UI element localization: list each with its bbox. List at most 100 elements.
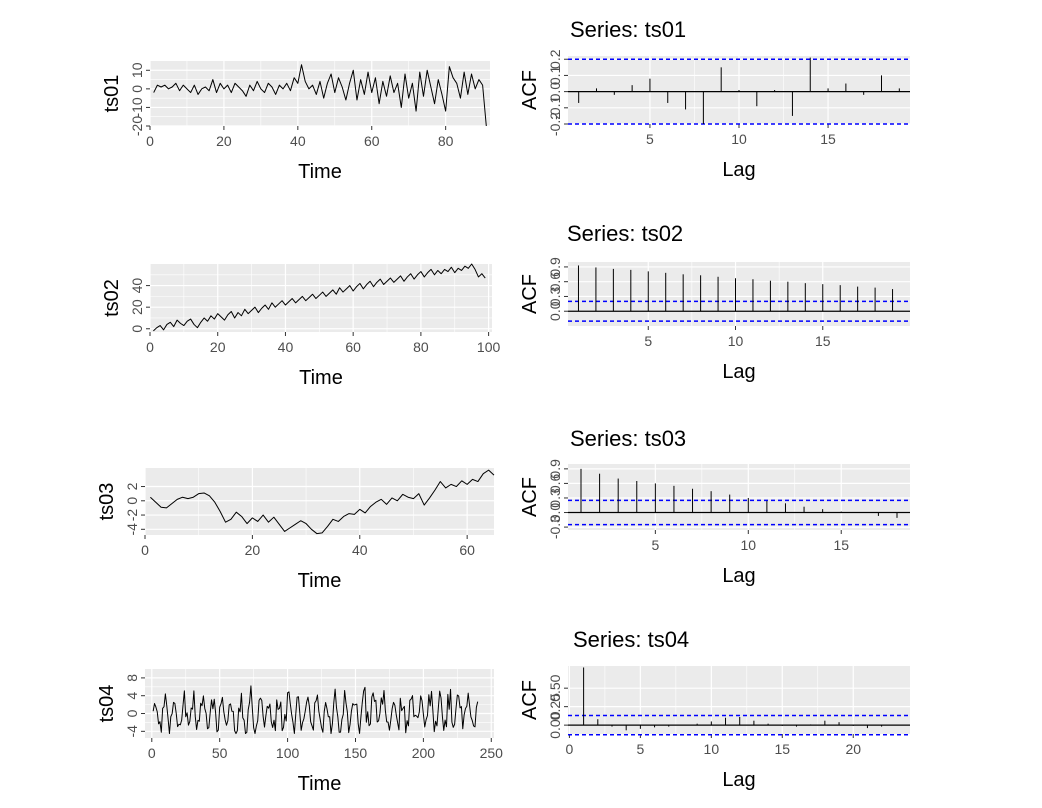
y-tick-label: -0.1 bbox=[547, 96, 563, 120]
x-axis-title: Time bbox=[298, 773, 342, 795]
x-tick-label: 40 bbox=[352, 542, 368, 558]
y-tick-label: -4 bbox=[124, 725, 140, 738]
x-axis-title: Lag bbox=[722, 361, 755, 383]
y-tick-label: -0.3 bbox=[547, 515, 563, 539]
x-axis-title: Lag bbox=[722, 565, 755, 587]
y-axis-title: ACF bbox=[519, 70, 541, 110]
x-tick-label: 15 bbox=[833, 537, 849, 553]
x-tick-label: 5 bbox=[651, 537, 659, 553]
x-tick-label: 60 bbox=[459, 542, 475, 558]
x-tick-label: 15 bbox=[820, 131, 836, 147]
x-tick-label: 200 bbox=[412, 745, 436, 761]
panel-background bbox=[568, 262, 910, 326]
x-tick-label: 60 bbox=[345, 339, 361, 355]
series-line-ts02 bbox=[153, 263, 486, 332]
y-tick-label: -20 bbox=[129, 116, 145, 136]
x-tick-label: 40 bbox=[278, 339, 294, 355]
y-axis-title: ACF bbox=[519, 477, 541, 517]
x-tick-label: 100 bbox=[477, 339, 501, 355]
x-tick-label: 50 bbox=[212, 745, 228, 761]
y-tick-label: 0 bbox=[124, 709, 140, 717]
y-tick-label: 0.0 bbox=[547, 503, 563, 523]
panel-2: 5 10 15 -0.2-0.10.00.10.2 Lag ACF Series: ts01 bbox=[519, 17, 910, 181]
x-tick-label: 250 bbox=[480, 745, 504, 761]
y-axis-title: ts03 bbox=[96, 483, 118, 521]
y-tick-label: -0.2 bbox=[547, 112, 563, 136]
x-tick-label: 15 bbox=[815, 333, 831, 349]
plot-title: Series: ts01 bbox=[570, 17, 686, 42]
x-tick-label: 150 bbox=[344, 745, 368, 761]
y-tick-label: 8 bbox=[124, 674, 140, 682]
y-tick-label: 20 bbox=[129, 299, 145, 315]
panel-background bbox=[145, 468, 494, 535]
y-tick-label: 0.2 bbox=[547, 49, 563, 69]
x-tick-label: 20 bbox=[245, 542, 261, 558]
panel-8: 0 5 10 15 20 0.000.250.50 Lag ACF Series: ts04 bbox=[519, 627, 910, 791]
y-tick-label: 40 bbox=[129, 278, 145, 294]
x-tick-label: 10 bbox=[704, 741, 720, 757]
x-tick-label: 5 bbox=[644, 333, 652, 349]
plot-title: Series: ts03 bbox=[570, 426, 686, 451]
x-tick-label: 20 bbox=[210, 339, 226, 355]
x-tick-label: 20 bbox=[845, 741, 861, 757]
series-line-ts04 bbox=[152, 685, 479, 735]
y-tick-label: 0 bbox=[124, 497, 140, 505]
y-tick-label: 0.6 bbox=[547, 272, 563, 292]
x-axis-title: Time bbox=[298, 161, 342, 183]
x-tick-label: 10 bbox=[731, 131, 747, 147]
x-tick-label: 15 bbox=[774, 741, 790, 757]
y-tick-label: 0.3 bbox=[547, 287, 563, 307]
y-axis-title: ts04 bbox=[96, 685, 118, 723]
y-tick-label: 0.25 bbox=[547, 693, 563, 720]
series-line-ts03 bbox=[150, 469, 495, 535]
plot-title: Series: ts02 bbox=[567, 221, 683, 246]
panel-3: 0 20 40 60 80 100 0 20 40 Time ts02 bbox=[101, 263, 501, 389]
x-axis-title: Lag bbox=[722, 159, 755, 181]
y-tick-label: 0.1 bbox=[547, 65, 563, 85]
panel-6: 5 10 15 -0.30.00.30.60.9 Lag ACF Series: ts03 bbox=[519, 426, 910, 587]
x-tick-label: 5 bbox=[646, 131, 654, 147]
x-tick-label: 10 bbox=[741, 537, 757, 553]
y-tick-label: -2 bbox=[124, 509, 140, 522]
y-axis-title: ts01 bbox=[101, 75, 123, 113]
y-tick-label: 2 bbox=[124, 482, 140, 490]
panel-4: 5 10 15 0.00.30.60.9 Lag ACF Series: ts02 bbox=[519, 221, 910, 383]
x-tick-label: 80 bbox=[413, 339, 429, 355]
y-tick-label: 0.9 bbox=[547, 257, 563, 277]
y-axis-title: ts02 bbox=[101, 279, 123, 317]
y-tick-label: 0.50 bbox=[547, 674, 563, 701]
x-tick-label: 20 bbox=[216, 133, 232, 149]
x-tick-label: 80 bbox=[438, 133, 454, 149]
y-tick-label: 0.0 bbox=[547, 82, 563, 102]
y-axis-title: ACF bbox=[519, 274, 541, 314]
y-tick-label: -10 bbox=[129, 97, 145, 117]
panel-background bbox=[150, 61, 490, 126]
plot-title: Series: ts04 bbox=[573, 627, 689, 652]
series-line-ts01 bbox=[153, 64, 487, 127]
x-tick-label: 0 bbox=[566, 741, 574, 757]
x-tick-label: 0 bbox=[146, 339, 154, 355]
panel-background bbox=[568, 464, 910, 530]
y-tick-label: 0.6 bbox=[547, 473, 563, 493]
y-tick-label: 0.0 bbox=[547, 301, 563, 321]
x-tick-label: 0 bbox=[141, 542, 149, 558]
y-tick-label: 0.9 bbox=[547, 459, 563, 479]
x-tick-label: 5 bbox=[636, 741, 644, 757]
x-axis-title: Lag bbox=[722, 769, 755, 791]
panel-5: 0 20 40 60 -4-2 0 2 Time ts03 bbox=[96, 468, 495, 592]
y-tick-label: 0.3 bbox=[547, 488, 563, 508]
x-tick-label: 60 bbox=[364, 133, 380, 149]
x-tick-label: 0 bbox=[148, 745, 156, 761]
x-tick-label: 10 bbox=[728, 333, 744, 349]
x-axis-title: Time bbox=[299, 367, 343, 389]
y-tick-label: 0.00 bbox=[547, 711, 563, 738]
x-tick-label: 100 bbox=[276, 745, 300, 761]
y-axis-title: ACF bbox=[519, 680, 541, 720]
x-tick-label: 0 bbox=[146, 133, 154, 149]
y-tick-label: 10 bbox=[129, 62, 145, 78]
y-tick-label: -4 bbox=[124, 523, 140, 536]
y-tick-label: 0 bbox=[129, 85, 145, 93]
